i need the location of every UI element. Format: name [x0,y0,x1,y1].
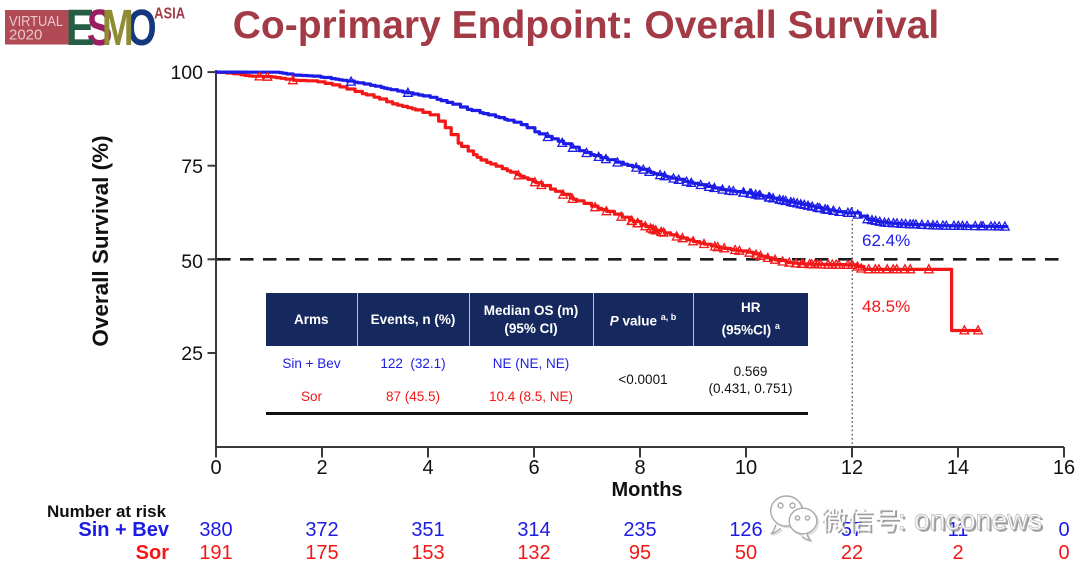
svg-text:O: O [127,0,157,56]
svg-text:S: S [87,0,113,56]
svg-text:ASIA: ASIA [154,5,185,23]
svg-text:2020: 2020 [9,27,42,44]
svg-text:M: M [102,0,134,56]
svg-text:: onconews: : onconews [898,505,1042,537]
svg-text:E: E [66,0,95,57]
svg-text:: onconews: : onconews [900,507,1044,539]
svg-text:VIRTUAL: VIRTUAL [9,14,63,30]
